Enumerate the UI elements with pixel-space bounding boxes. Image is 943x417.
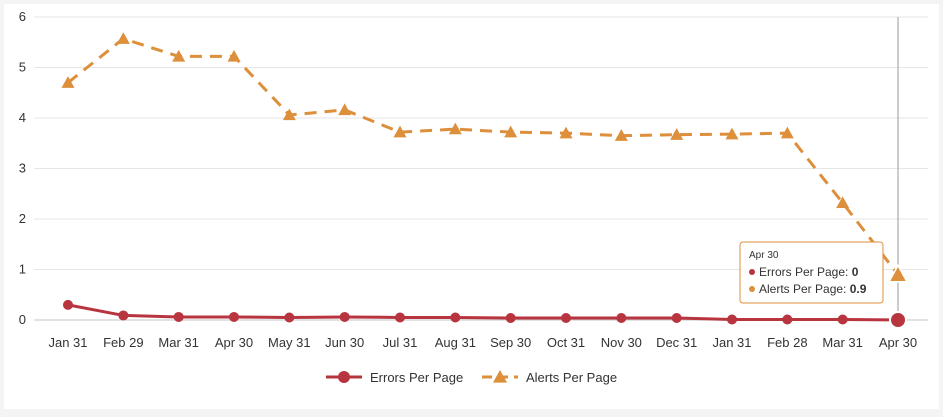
y-tick-label: 0 (19, 312, 26, 327)
x-tick-label: Jan 31 (712, 335, 751, 350)
y-tick-label: 1 (19, 262, 26, 277)
chart-card: 0 1 2 3 4 5 6 Jan 31 Feb 29 Mar 31 Apr 30 May 31 Ju… (4, 4, 939, 409)
errors-per-page-point[interactable] (173, 311, 184, 322)
alerts-per-page-point[interactable] (725, 127, 739, 140)
series-errors-per-page[interactable] (63, 299, 907, 329)
alerts-per-page-legend-label: Alerts Per Page (526, 370, 617, 385)
alerts-per-page-point[interactable] (172, 49, 186, 62)
alerts-per-page-point[interactable] (614, 129, 628, 141)
errors-per-page-legend-label: Errors Per Page (370, 370, 463, 385)
errors-per-page-line (66, 303, 900, 322)
alerts-per-page-point[interactable] (504, 125, 518, 138)
tooltip-row: Alerts Per Page: 0.9 (759, 282, 867, 296)
errors-per-page-point[interactable] (837, 314, 848, 325)
x-tick-label: Apr 30 (215, 335, 253, 350)
errors-per-page-point[interactable] (505, 312, 516, 323)
errors-per-page-point[interactable] (395, 312, 405, 323)
errors-per-page-point[interactable] (671, 312, 682, 323)
errors-per-page-point[interactable] (63, 299, 73, 310)
line-chart: 0 1 2 3 4 5 6 Jan 31 Feb 29 Mar 31 Apr 30 May 31 Ju… (19, 9, 928, 385)
alerts-per-page-point[interactable] (887, 264, 909, 283)
alerts-per-page-point[interactable] (836, 196, 850, 209)
x-tick-label: Jul 31 (383, 335, 418, 350)
x-tick-label: Aug 31 (435, 335, 476, 350)
x-tick-label: Oct 31 (547, 335, 585, 350)
legend-item-errors-per-page[interactable]: Errors Per Page (326, 370, 463, 385)
grid (34, 16, 928, 321)
errors-per-page-point[interactable] (889, 311, 907, 329)
errors-per-page-point[interactable] (450, 312, 461, 323)
x-tick-label: Sep 30 (490, 335, 531, 350)
legend[interactable]: Errors Per Page Alerts Per Page (326, 370, 617, 385)
x-tick-label: Apr 30 (879, 335, 917, 350)
alerts-per-page-legend-marker (493, 370, 507, 383)
alerts-per-page-point[interactable] (227, 49, 241, 62)
x-tick-label: Jun 30 (325, 335, 364, 350)
alerts-per-page-point[interactable] (116, 32, 130, 44)
y-tick-label: 5 (19, 60, 26, 75)
y-tick-label: 2 (19, 211, 26, 226)
tooltip: Apr 30 Errors Per Page: 0 Alerts Per Page:… (739, 241, 884, 304)
errors-per-page-point[interactable] (782, 314, 793, 325)
errors-per-page-point[interactable] (339, 311, 350, 322)
x-tick-label: Mar 31 (158, 335, 198, 350)
x-tick-label: Jan 31 (48, 335, 87, 350)
y-tick-label: 3 (19, 161, 26, 176)
tooltip-dot (749, 269, 755, 275)
errors-per-page-point[interactable] (561, 312, 571, 323)
alerts-per-page-point[interactable] (393, 125, 407, 138)
alerts-per-page-point[interactable] (61, 76, 75, 88)
errors-per-page-point[interactable] (616, 312, 627, 323)
errors-per-page-point[interactable] (284, 312, 295, 323)
legend-item-alerts-per-page[interactable]: Alerts Per Page (482, 370, 617, 385)
errors-per-page-point[interactable] (229, 311, 239, 322)
tooltip-header: Apr 30 (749, 250, 779, 261)
tooltip-dot (749, 286, 755, 292)
alerts-per-page-point[interactable] (282, 108, 296, 121)
x-tick-label: Feb 29 (103, 335, 143, 350)
alerts-per-page-point[interactable] (670, 128, 684, 140)
x-tick-label: Mar 31 (822, 335, 862, 350)
y-tick-label: 4 (19, 110, 26, 125)
alerts-per-page-point[interactable] (448, 122, 462, 135)
errors-per-page-legend-marker (338, 371, 350, 383)
alerts-per-page-line (67, 37, 900, 276)
errors-per-page-point[interactable] (118, 310, 129, 321)
x-tick-label: May 31 (268, 335, 311, 350)
alerts-per-page-point[interactable] (338, 103, 352, 116)
plot-series[interactable] (61, 32, 909, 329)
x-tick-label: Dec 31 (656, 335, 697, 350)
tooltip-row: Errors Per Page: 0 (759, 265, 859, 279)
x-tick-label: Nov 30 (601, 335, 642, 350)
series-alerts-per-page[interactable] (61, 32, 909, 283)
y-tick-label: 6 (19, 9, 26, 24)
x-tick-label: Feb 28 (767, 335, 807, 350)
tooltip-box (739, 241, 884, 304)
alerts-per-page-point[interactable] (559, 126, 573, 139)
errors-per-page-point[interactable] (727, 314, 737, 325)
x-axis: Jan 31 Feb 29 Mar 31 Apr 30 May 31 Jun 30 Jul … (48, 335, 917, 350)
alerts-per-page-point[interactable] (780, 126, 794, 139)
y-axis: 0 1 2 3 4 5 6 (19, 9, 26, 327)
